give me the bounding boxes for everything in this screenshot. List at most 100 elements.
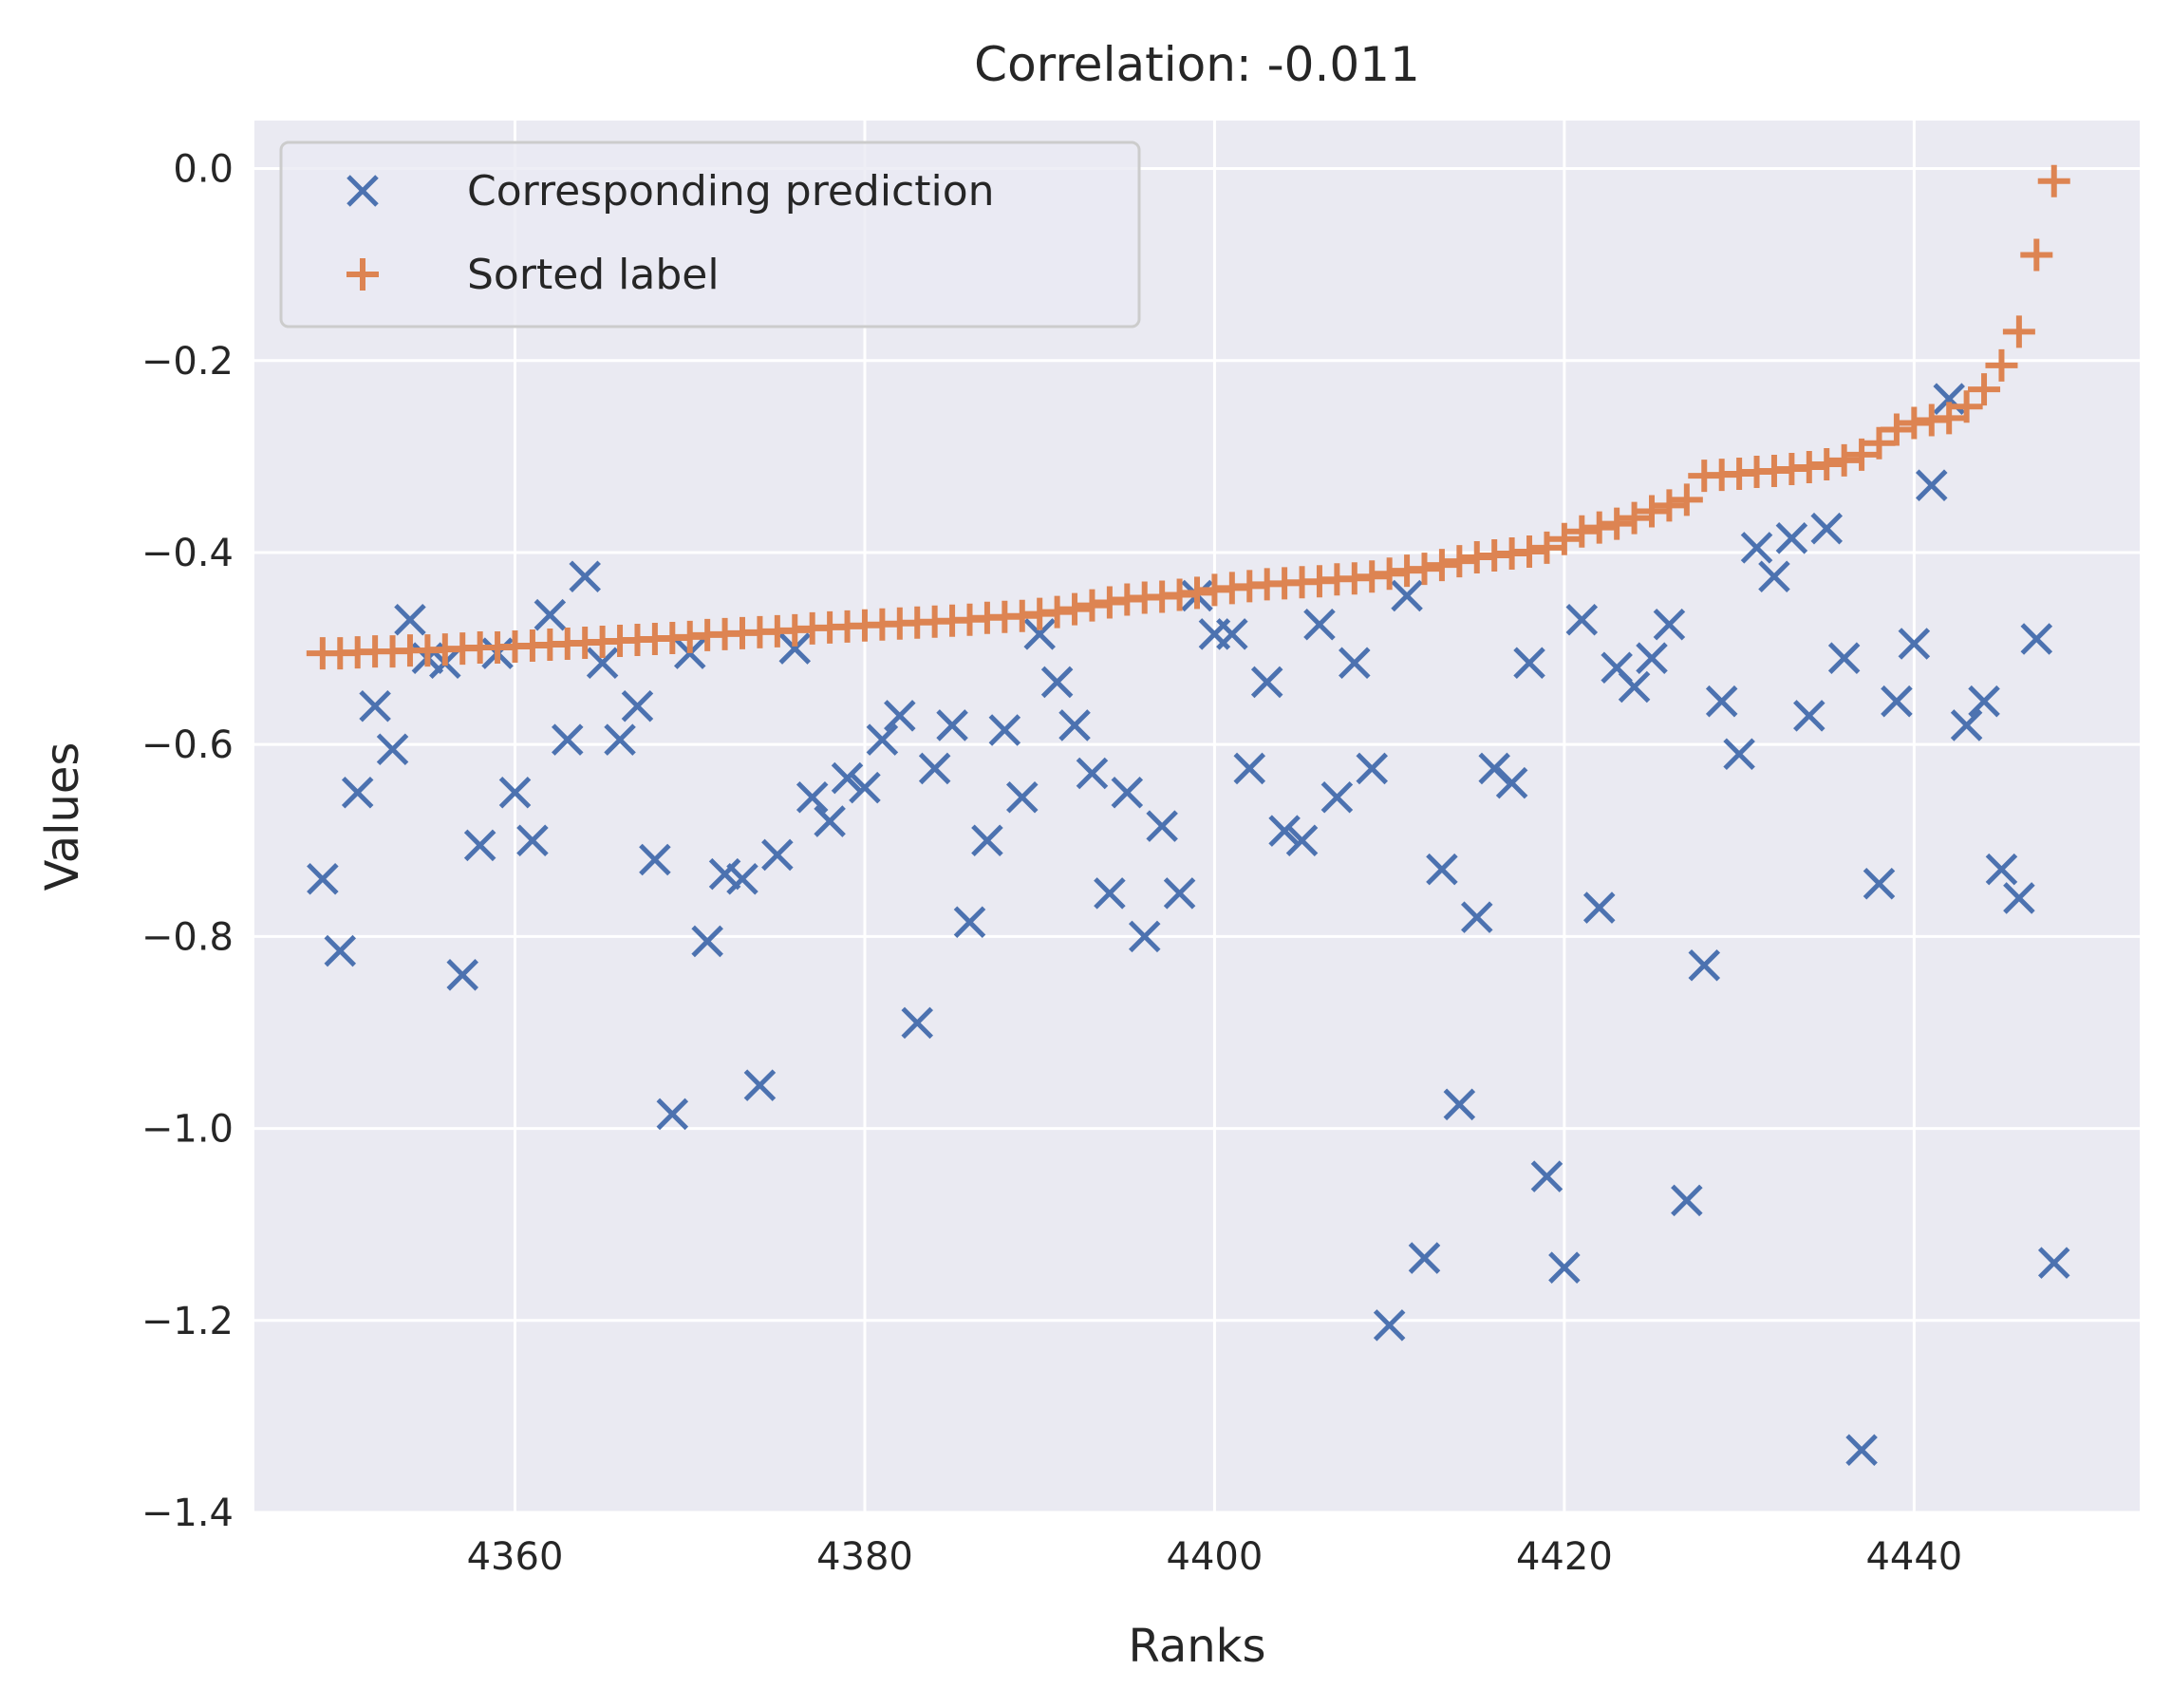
legend-box [279,141,1141,328]
legend-marker-label [346,258,379,291]
x-tick-label: 4420 [1516,1535,1613,1579]
label-point [1653,489,1686,522]
label-point [1040,595,1074,629]
prediction-point [307,862,339,895]
prediction-point [1530,1160,1563,1192]
y-tick-label: −0.8 [141,915,234,959]
prediction-point [1408,1242,1441,1274]
y-tick-label: −1.4 [141,1492,234,1535]
prediction-point [1233,752,1266,785]
prediction-point [796,781,829,814]
prediction-point [1128,920,1161,953]
prediction-point [2020,623,2053,655]
legend: Corresponding prediction Sorted label [279,141,1141,328]
prediction-point [1863,868,1896,900]
y-tick-label: −0.4 [141,532,234,575]
prediction-point [1968,685,2000,718]
data-points [306,164,2070,1467]
prediction-point [2037,1247,2070,1279]
prediction-point [1356,752,1388,785]
legend-label-sorted: Sorted label [467,251,720,299]
label-point [1985,348,2018,382]
prediction-point [743,1069,777,1101]
prediction-point [446,959,479,991]
prediction-point [849,771,881,804]
prediction-point [1758,560,1790,593]
label-point [1950,390,1983,423]
prediction-point [2003,882,2035,914]
prediction-point [761,838,794,872]
x-tick-label: 4380 [816,1535,913,1579]
label-point [1408,553,1441,586]
prediction-point [971,824,1003,857]
prediction-point [1320,781,1354,814]
label-point [1601,507,1634,540]
legend-marker-prediction [346,175,379,207]
prediction-point [691,925,723,958]
y-tick-label: −0.6 [141,723,234,767]
x-tick-label: 4360 [467,1535,564,1579]
prediction-point [1636,642,1668,674]
x-tick-label: 4400 [1167,1535,1264,1579]
label-point [1880,413,1913,446]
prediction-point [1845,1434,1878,1467]
prediction-point [936,709,968,741]
label-point [1425,549,1458,582]
prediction-point [673,637,706,669]
y-tick-label: −0.2 [141,340,234,384]
prediction-point [953,906,986,938]
label-point [1863,426,1896,460]
prediction-point [1163,877,1196,910]
prediction-point [1950,709,1983,741]
label-point [1618,501,1651,535]
prediction-point [1582,892,1616,924]
prediction-point [376,733,409,765]
y-tick-label: −1.0 [141,1108,234,1152]
prediction-point [1671,1184,1703,1217]
label-point [1058,592,1092,626]
prediction-point [988,714,1021,746]
y-tick-label: 0.0 [173,148,234,192]
prediction-point [1653,609,1686,641]
plus-marker-icon [346,258,379,291]
prediction-point [901,1006,933,1040]
prediction-point [1827,642,1861,674]
prediction-point [1915,469,1948,501]
label-point [2020,238,2053,272]
tick-labels: 4360 4380 4400 4420 4440 0.0 −0.2 −0.4 −0.6 −0.8 −… [141,148,1962,1579]
label-point [1670,483,1703,516]
prediction-point [1111,776,1144,809]
prediction-point [1285,824,1319,857]
label-point [1547,522,1581,555]
prediction-point [1094,877,1126,910]
plot-area [254,121,2140,1512]
prediction-point [1985,853,2018,886]
y-axis-label: Values [36,742,89,892]
prediction-point [552,723,584,756]
label-point [1898,406,1931,440]
prediction-point [1146,810,1178,842]
prediction-point [1216,618,1248,650]
label-point [1565,515,1599,548]
prediction-point [394,603,426,636]
prediction-point [1268,815,1301,847]
prediction-point [1443,1088,1476,1121]
label-point [1933,402,1966,435]
prediction-point [1618,670,1651,704]
label-point [2002,315,2035,348]
prediction-point [604,723,636,756]
label-point [1093,586,1126,619]
x-marker-icon [346,175,379,207]
prediction-point [1339,647,1371,680]
prediction-point [1898,628,1931,660]
label-point [1181,576,1213,610]
prediction-point [1076,757,1109,790]
label-point [1582,511,1616,544]
prediction-point [341,776,374,809]
prediction-point [884,700,916,732]
prediction-point [534,598,567,631]
label-point [1635,495,1668,528]
label-point [1443,545,1476,578]
prediction-point [918,752,951,785]
prediction-point [1548,1251,1581,1284]
